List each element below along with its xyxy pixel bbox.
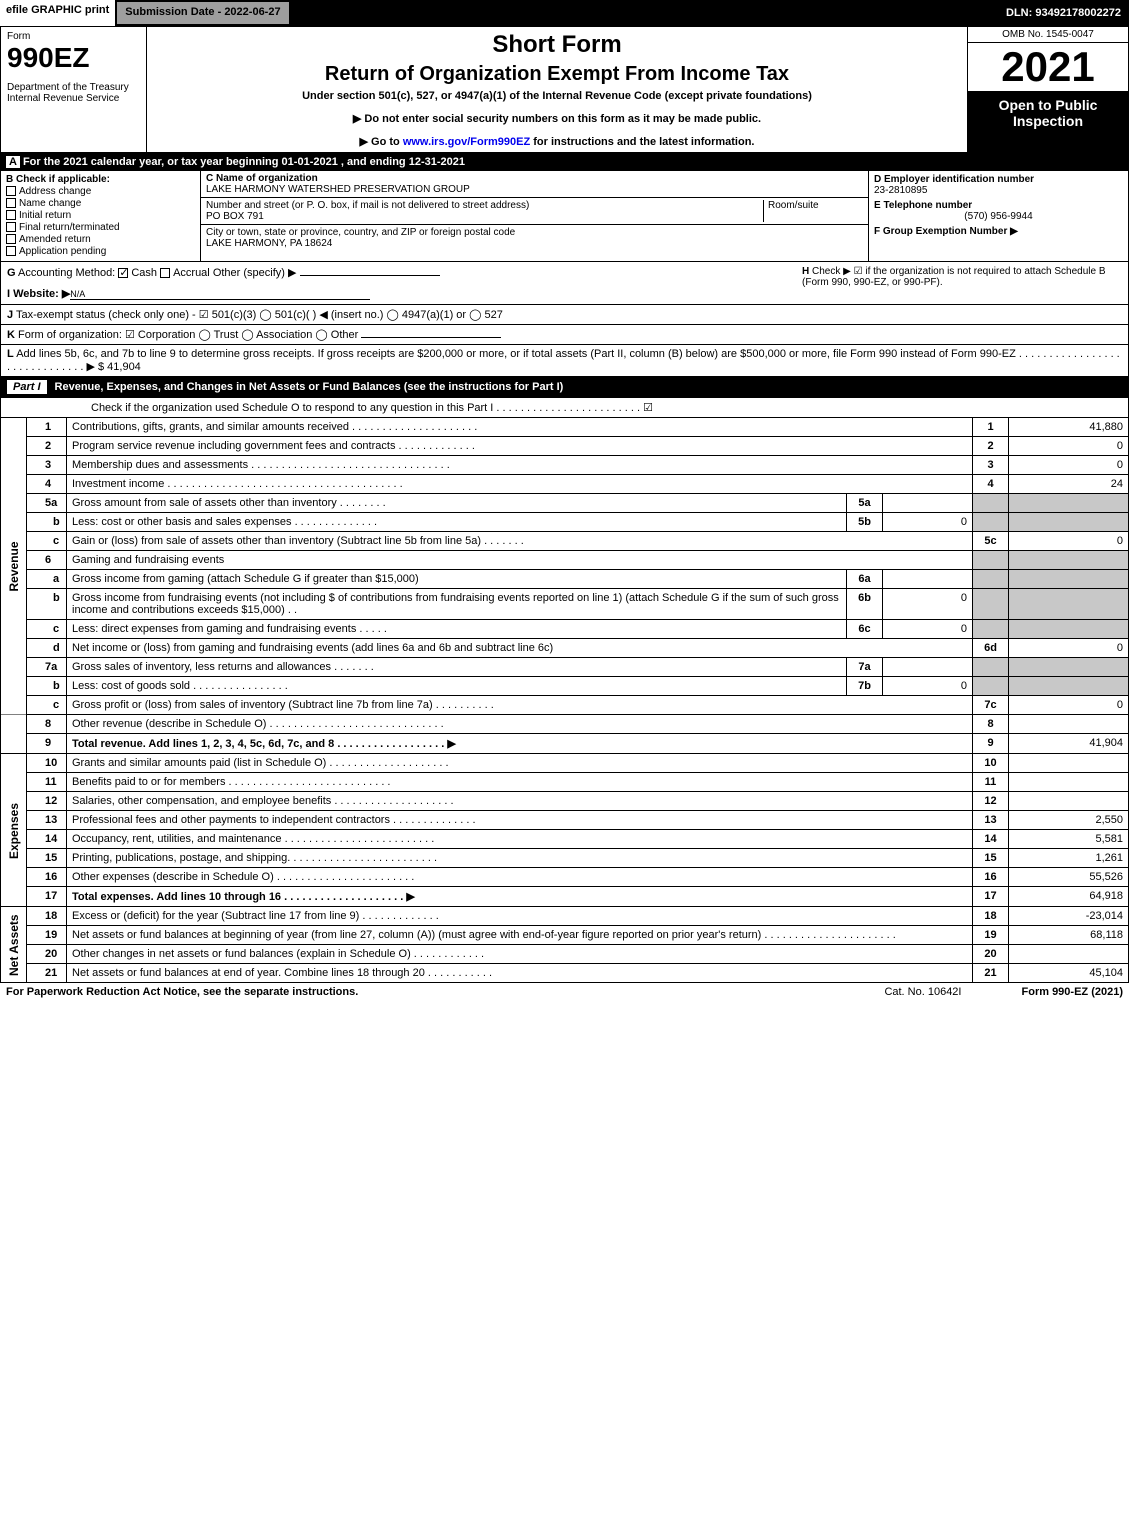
submission-date: Submission Date - 2022-06-27 <box>115 0 290 26</box>
form-number: 990EZ <box>7 42 140 74</box>
check-final-return[interactable]: Final return/terminated <box>6 222 195 233</box>
check-name-change[interactable]: Name change <box>6 198 195 209</box>
revenue-side-label: Revenue <box>1 418 27 715</box>
form-label: Form <box>7 31 140 42</box>
gross-receipts: $ 41,904 <box>98 361 141 373</box>
website: N/A <box>70 289 370 300</box>
row-l: L Add lines 5b, 6c, and 7b to line 9 to … <box>0 345 1129 377</box>
column-c: C Name of organizationLAKE HARMONY WATER… <box>201 171 868 261</box>
part-i-check: Check if the organization used Schedule … <box>0 398 1129 418</box>
line-15-value: 1,261 <box>1009 849 1129 868</box>
cat-number: Cat. No. 10642I <box>884 986 961 998</box>
warning-1: ▶ Do not enter social security numbers o… <box>155 112 959 125</box>
line-13-value: 2,550 <box>1009 811 1129 830</box>
org-name: LAKE HARMONY WATERSHED PRESERVATION GROU… <box>206 184 470 195</box>
page-footer: For Paperwork Reduction Act Notice, see … <box>0 983 1129 1001</box>
line-5c-value: 0 <box>1009 532 1129 551</box>
part-i-header: Part I Revenue, Expenses, and Changes in… <box>0 377 1129 398</box>
tax-year: 2021 <box>968 43 1128 91</box>
header-center: Short Form Return of Organization Exempt… <box>147 27 968 152</box>
form-ref: Form 990-EZ (2021) <box>1022 986 1124 998</box>
irs-link[interactable]: www.irs.gov/Form990EZ <box>403 136 530 148</box>
line-19-value: 68,118 <box>1009 926 1129 945</box>
row-k: K Form of organization: ☑ Corporation ◯ … <box>0 325 1129 345</box>
ein: 23-2810895 <box>874 185 1123 196</box>
street-address: PO BOX 791 <box>206 211 264 222</box>
omb-number: OMB No. 1545-0047 <box>968 27 1128 43</box>
line-5b-value: 0 <box>883 513 973 532</box>
letter-a: A <box>6 156 20 168</box>
return-title: Return of Organization Exempt From Incom… <box>155 63 959 86</box>
row-a: AFor the 2021 calendar year, or tax year… <box>0 153 1129 171</box>
under-section: Under section 501(c), 527, or 4947(a)(1)… <box>155 90 959 102</box>
header-left: Form 990EZ Department of the Treasury In… <box>1 27 147 152</box>
net-assets-side-label: Net Assets <box>1 907 27 983</box>
efile-label: efile GRAPHIC print <box>0 0 115 26</box>
line-6b-value: 0 <box>883 589 973 620</box>
check-application-pending[interactable]: Application pending <box>6 246 195 257</box>
department: Department of the Treasury Internal Reve… <box>7 82 140 104</box>
line-9-value: 41,904 <box>1009 734 1129 754</box>
check-cash[interactable] <box>118 268 128 278</box>
line-17-value: 64,918 <box>1009 887 1129 907</box>
check-address-change[interactable]: Address change <box>6 186 195 197</box>
check-amended-return[interactable]: Amended return <box>6 234 195 245</box>
group-exemption: F Group Exemption Number ▶ <box>874 226 1123 237</box>
paperwork-notice: For Paperwork Reduction Act Notice, see … <box>6 986 358 998</box>
open-to-public: Open to Public Inspection <box>968 91 1128 152</box>
row-j: J Tax-exempt status (check only one) - ☑… <box>0 305 1129 325</box>
top-bar: efile GRAPHIC print Submission Date - 20… <box>0 0 1129 26</box>
column-b: B Check if applicable: Address change Na… <box>1 171 201 261</box>
line-4-value: 24 <box>1009 475 1129 494</box>
line-3-value: 0 <box>1009 456 1129 475</box>
line-7c-value: 0 <box>1009 696 1129 715</box>
section-b-through-f: B Check if applicable: Address change Na… <box>0 171 1129 262</box>
city-state-zip: LAKE HARMONY, PA 18624 <box>206 238 332 249</box>
line-14-value: 5,581 <box>1009 830 1129 849</box>
line-6d-value: 0 <box>1009 639 1129 658</box>
form-header: Form 990EZ Department of the Treasury In… <box>0 26 1129 153</box>
check-accrual[interactable] <box>160 268 170 278</box>
line-7b-value: 0 <box>883 677 973 696</box>
line-1-value: 41,880 <box>1009 418 1129 437</box>
dln: DLN: 93492178002272 <box>998 3 1129 23</box>
expenses-side-label: Expenses <box>1 754 27 907</box>
line-18-value: -23,014 <box>1009 907 1129 926</box>
line-6c-value: 0 <box>883 620 973 639</box>
check-initial-return[interactable]: Initial return <box>6 210 195 221</box>
line-16-value: 55,526 <box>1009 868 1129 887</box>
telephone: (570) 956-9944 <box>874 211 1123 222</box>
row-h-text: Check ▶ ☑ if the organization is not req… <box>802 266 1106 288</box>
warning-2: ▶ Go to www.irs.gov/Form990EZ for instru… <box>155 135 959 148</box>
line-2-value: 0 <box>1009 437 1129 456</box>
short-form-title: Short Form <box>155 31 959 59</box>
row-a-text: For the 2021 calendar year, or tax year … <box>23 156 465 168</box>
header-right: OMB No. 1545-0047 2021 Open to Public In… <box>968 27 1128 152</box>
part-i-table: Revenue 1Contributions, gifts, grants, a… <box>0 418 1129 983</box>
line-21-value: 45,104 <box>1009 964 1129 983</box>
column-d-e-f: D Employer identification number 23-2810… <box>868 171 1128 261</box>
row-g-h: G Accounting Method: Cash Accrual Other … <box>0 262 1129 305</box>
